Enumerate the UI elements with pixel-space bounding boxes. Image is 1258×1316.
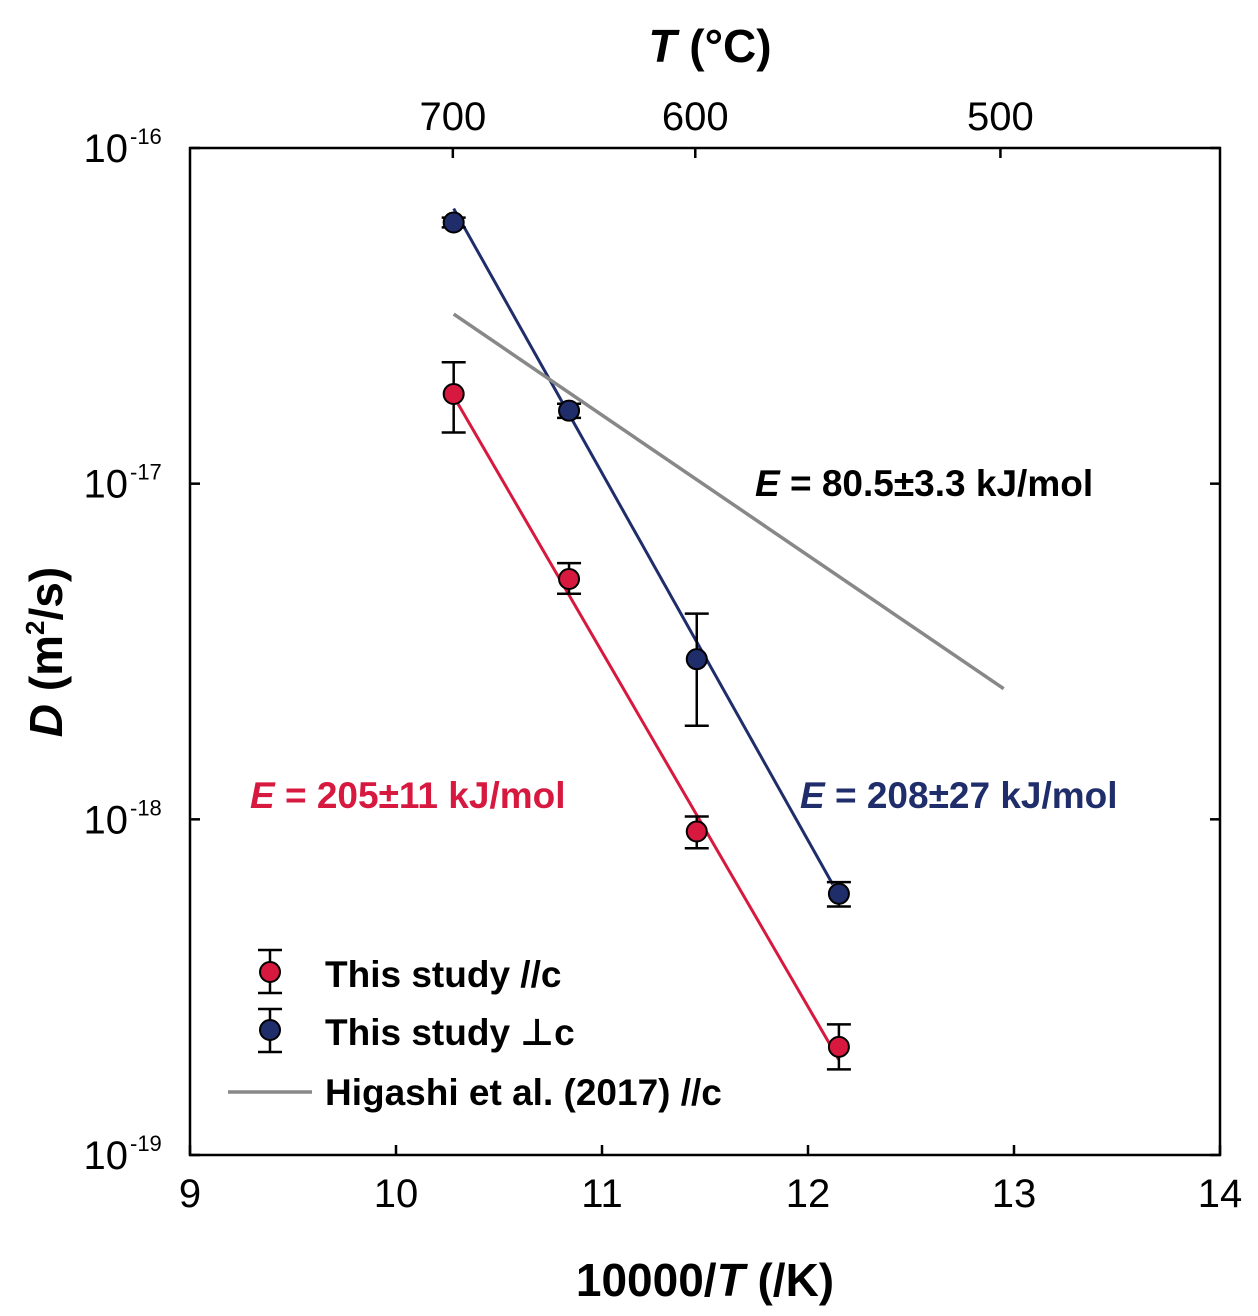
data-point-series-1 xyxy=(685,648,708,671)
data-point-series-1 xyxy=(442,211,465,234)
y-tick-label: 10 xyxy=(84,1134,129,1178)
y-tick-exponent: -17 xyxy=(130,460,162,485)
annotation-blue-activation-energy: E = 208±27 kJ/mol xyxy=(800,775,1118,816)
y-tick-label: 10 xyxy=(84,798,129,842)
fit-line-series-0 xyxy=(452,395,841,1061)
legend-label-red: This study //c xyxy=(325,954,561,995)
x-tick-label: 14 xyxy=(1198,1172,1243,1216)
annotation-red-activation-energy: E = 205±11 kJ/mol xyxy=(250,775,566,816)
fit-line-series-2 xyxy=(452,312,1005,691)
x-tick-label: 11 xyxy=(581,1172,623,1216)
annotation-gray-activation-energy: E = 80.5±3.3 kJ/mol xyxy=(755,463,1093,504)
data-point-series-1 xyxy=(827,882,850,905)
y-tick-exponent: -19 xyxy=(130,1131,162,1156)
legend-label-blue: This study ⊥c xyxy=(325,1012,575,1053)
legend: This study //c This study ⊥c Higashi et … xyxy=(228,948,722,1113)
data-point-series-0 xyxy=(685,820,708,843)
y-tick-exponent: -16 xyxy=(130,124,162,149)
y-tick-exponent: -18 xyxy=(130,795,162,820)
top-tick-label: 600 xyxy=(662,95,729,139)
x-tick-label: 13 xyxy=(992,1172,1037,1216)
data-point-series-0 xyxy=(442,382,465,405)
top-tick-label: 700 xyxy=(419,95,486,139)
data-point-series-0 xyxy=(558,567,581,590)
legend-label-gray: Higashi et al. (2017) //c xyxy=(325,1072,722,1113)
y-tick-label: 10 xyxy=(84,463,129,507)
top-tick-label: 500 xyxy=(967,95,1034,139)
legend-marker-red xyxy=(258,948,282,995)
fit-lines-layer xyxy=(452,207,1005,1061)
data-point-series-0 xyxy=(827,1035,850,1058)
x-tick-label: 9 xyxy=(179,1172,201,1216)
fit-line-series-1 xyxy=(452,207,835,886)
top-axis-title: T (°C) xyxy=(648,20,771,72)
plot-frame xyxy=(188,146,1222,1157)
data-points-layer xyxy=(441,211,851,1071)
x-axis-title: 10000/T (/K) xyxy=(576,1254,834,1306)
y-axis-title: D (m2/s) xyxy=(20,567,72,737)
y-tick-label: 10 xyxy=(84,127,129,171)
legend-marker-blue xyxy=(258,1007,282,1054)
data-point-series-1 xyxy=(558,399,581,422)
x-tick-label: 10 xyxy=(374,1172,419,1216)
x-tick-label: 12 xyxy=(786,1172,831,1216)
